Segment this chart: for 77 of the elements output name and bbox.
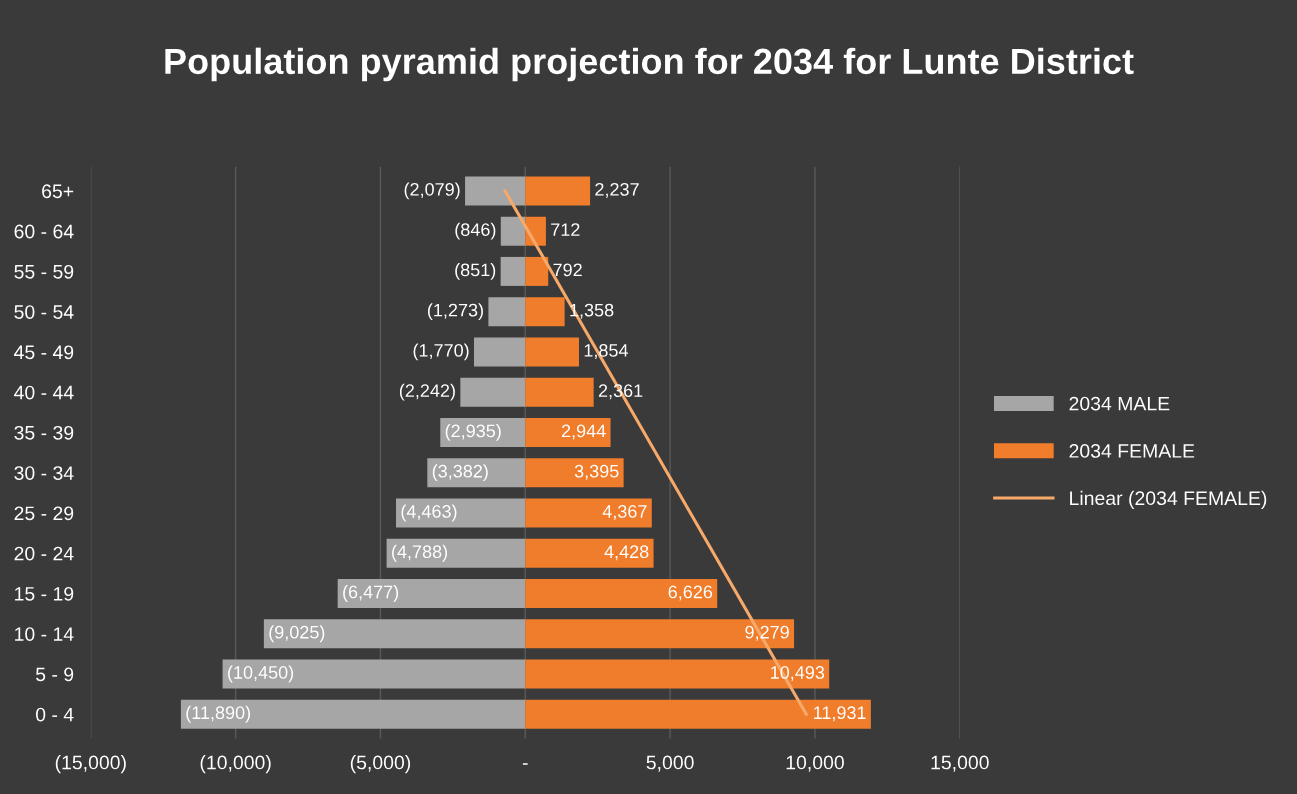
data-label: (11,890) — [186, 705, 251, 723]
bar — [525, 176, 591, 206]
data-label: 712 — [551, 223, 580, 236]
x-tick-label: (10,000) — [200, 755, 271, 774]
bar — [500, 256, 526, 286]
data-label: (846) — [455, 222, 496, 240]
x-tick-label: 15,000 — [931, 755, 989, 772]
chart-title: Population pyramid projection for 2034 for Lunte District — [165, 47, 1134, 82]
bar — [525, 297, 565, 327]
x-tick-label: - — [522, 763, 528, 765]
legend-label: 2034 FEMALE — [1069, 444, 1195, 458]
bar — [440, 417, 526, 447]
bar — [525, 337, 579, 367]
data-label: 3,395 — [574, 464, 619, 480]
legend-label: 2034 MALE — [1069, 396, 1170, 411]
data-label: (4,463) — [401, 504, 457, 522]
data-label: (851) — [455, 263, 496, 280]
y-tick-label: 40 - 44 — [14, 385, 74, 400]
bar — [525, 578, 718, 608]
y-tick-label: 30 - 34 — [14, 466, 74, 480]
bar — [427, 458, 526, 488]
bar — [474, 337, 526, 367]
data-label: (3,382) — [432, 464, 488, 482]
bar — [525, 256, 549, 286]
data-label: 792 — [553, 263, 582, 277]
y-tick-label: 50 - 54 — [14, 305, 74, 319]
y-tick-label: 45 - 49 — [14, 345, 74, 360]
x-tick-label: (15,000) — [55, 755, 126, 774]
data-label: 4,428 — [604, 545, 649, 561]
y-tick-label: 10 - 14 — [15, 627, 74, 641]
data-label: (10,450) — [228, 665, 294, 683]
bar — [525, 699, 871, 729]
bar — [525, 619, 795, 649]
data-label: (2,079) — [404, 182, 460, 200]
legend-label: Linear (2034 FEMALE) — [1070, 490, 1267, 509]
bar — [525, 417, 611, 447]
x-tick-label: 5,000 — [646, 755, 694, 772]
data-label: 11,931 — [814, 706, 866, 722]
y-tick-label: 35 - 39 — [14, 425, 74, 440]
bar — [337, 578, 526, 608]
y-tick-label: 5 - 9 — [36, 667, 74, 682]
y-tick-label: 60 - 64 — [14, 224, 74, 239]
bar — [465, 176, 526, 206]
y-tick-label: 15 - 19 — [15, 586, 74, 601]
bar — [500, 216, 526, 246]
data-label: 2,944 — [561, 424, 606, 440]
data-label: (1,273) — [427, 303, 483, 321]
data-label: (4,788) — [392, 544, 448, 562]
data-label: (9,025) — [269, 625, 325, 643]
bar — [396, 498, 526, 528]
y-tick-label: 55 - 59 — [14, 264, 74, 279]
data-label: (6,477) — [343, 585, 399, 602]
y-tick-label: 25 - 29 — [14, 506, 74, 521]
bar — [525, 538, 654, 568]
y-tick-label: 20 - 24 — [14, 546, 74, 561]
data-label: 2,237 — [595, 182, 639, 198]
bar — [460, 377, 526, 407]
data-label: 6,626 — [668, 585, 713, 601]
bar — [525, 659, 830, 689]
data-label: (1,770) — [413, 343, 469, 361]
bar — [180, 699, 526, 729]
x-tick-label: 10,000 — [786, 755, 844, 772]
bar — [263, 619, 526, 649]
data-label: (2,242) — [399, 383, 455, 401]
bar — [386, 538, 526, 568]
bar — [488, 297, 526, 327]
data-label: 10,493 — [771, 666, 825, 681]
bar — [222, 659, 526, 689]
y-tick-label: 65+ — [42, 184, 74, 199]
bar — [525, 377, 594, 407]
bar — [525, 458, 624, 488]
bar — [525, 498, 652, 528]
data-label: (2,935) — [445, 424, 501, 441]
x-tick-label: (5,000) — [350, 755, 411, 774]
data-label: 9,279 — [745, 625, 789, 641]
y-tick-label: 0 - 4 — [35, 707, 74, 722]
data-label: 4,367 — [602, 505, 647, 520]
